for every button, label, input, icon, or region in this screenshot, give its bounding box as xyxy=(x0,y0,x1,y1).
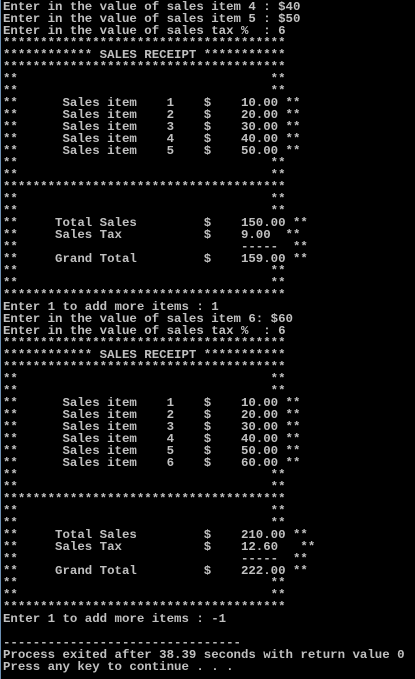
console-line: ************************************** xyxy=(3,360,286,374)
console-line: ** ----- ** xyxy=(3,552,308,566)
console-line: Enter in the value of sales item 6: $60 xyxy=(3,312,293,326)
console-line: -------------------------------- xyxy=(3,636,241,650)
console-line: ** Sales item 1 $ 10.00 ** xyxy=(3,396,301,410)
console-line: ** ** xyxy=(3,480,286,494)
console-line: ** ** xyxy=(3,372,286,386)
console-line: ** Sales item 4 $ 40.00 ** xyxy=(3,132,301,146)
console-line: Enter in the value of sales tax % : 6 xyxy=(3,324,286,338)
console-line: ************************************** xyxy=(3,600,286,614)
console-line: ** Grand Total $ 159.00 ** xyxy=(3,252,308,266)
console-line: ** Sales item 5 $ 50.00 ** xyxy=(3,144,301,158)
console-line: ** ** xyxy=(3,504,286,518)
console-line: Press any key to continue . . . xyxy=(3,660,234,674)
console-line: ** Sales item 5 $ 50.00 ** xyxy=(3,444,301,458)
console-line: ** ** xyxy=(3,276,286,290)
console-line: ** Sales item 3 $ 30.00 ** xyxy=(3,120,301,134)
console-line: ** ** xyxy=(3,384,286,398)
console-line: ** Grand Total $ 222.00 ** xyxy=(3,564,308,578)
console-line: ************************************** xyxy=(3,180,286,194)
console-line: ************ SALES RECEIPT *********** xyxy=(3,348,286,362)
console-line: ** ** xyxy=(3,72,286,86)
console-line: Enter in the value of sales item 5 : $50 xyxy=(3,12,301,26)
console-line: Enter 1 to add more items : -1 xyxy=(3,612,227,626)
console-line: ** ** xyxy=(3,156,286,170)
console-line: ** ** xyxy=(3,516,286,530)
console-line: ************************************** xyxy=(3,492,286,506)
console-line: ** ** xyxy=(3,264,286,278)
console-line: Process exited after 38.39 seconds with … xyxy=(3,648,405,662)
console-line: ************************************** xyxy=(3,336,286,350)
console-line: ************************************** xyxy=(3,288,286,302)
console-line: ** Sales Tax $ 12.60 ** xyxy=(3,540,316,554)
console-output: Enter in the value of sales item 4 : $40… xyxy=(3,1,405,673)
console-line: ************ SALES RECEIPT *********** xyxy=(3,48,286,62)
console-line: ** Total Sales $ 150.00 ** xyxy=(3,216,308,230)
console-line: ** Total Sales $ 210.00 ** xyxy=(3,528,308,542)
console-line: ** ** xyxy=(3,588,286,602)
console-line: ** Sales item 2 $ 20.00 ** xyxy=(3,108,301,122)
console-line: ** ** xyxy=(3,168,286,182)
console-line: ** ** xyxy=(3,576,286,590)
console-line: ** ** xyxy=(3,468,286,482)
console-line: Enter in the value of sales tax % : 6 xyxy=(3,24,286,38)
console-line: ** ** xyxy=(3,192,286,206)
console-line: ** Sales item 3 $ 30.00 ** xyxy=(3,420,301,434)
console-line: ** ** xyxy=(3,204,286,218)
console-line: Enter in the value of sales item 4 : $40 xyxy=(3,0,301,14)
console-line: ** Sales item 6 $ 60.00 ** xyxy=(3,456,301,470)
console-line: ** Sales Tax $ 9.00 ** xyxy=(3,228,301,242)
console-line: ************************************** xyxy=(3,36,286,50)
console-line: ** Sales item 1 $ 10.00 ** xyxy=(3,96,301,110)
console-line: ** Sales item 2 $ 20.00 ** xyxy=(3,408,301,422)
console-line: ** ** xyxy=(3,84,286,98)
console-line: ** ----- ** xyxy=(3,240,308,254)
console-line: Enter 1 to add more items : 1 xyxy=(3,300,219,314)
console-line: ** Sales item 4 $ 40.00 ** xyxy=(3,432,301,446)
console-line: ************************************** xyxy=(3,60,286,74)
